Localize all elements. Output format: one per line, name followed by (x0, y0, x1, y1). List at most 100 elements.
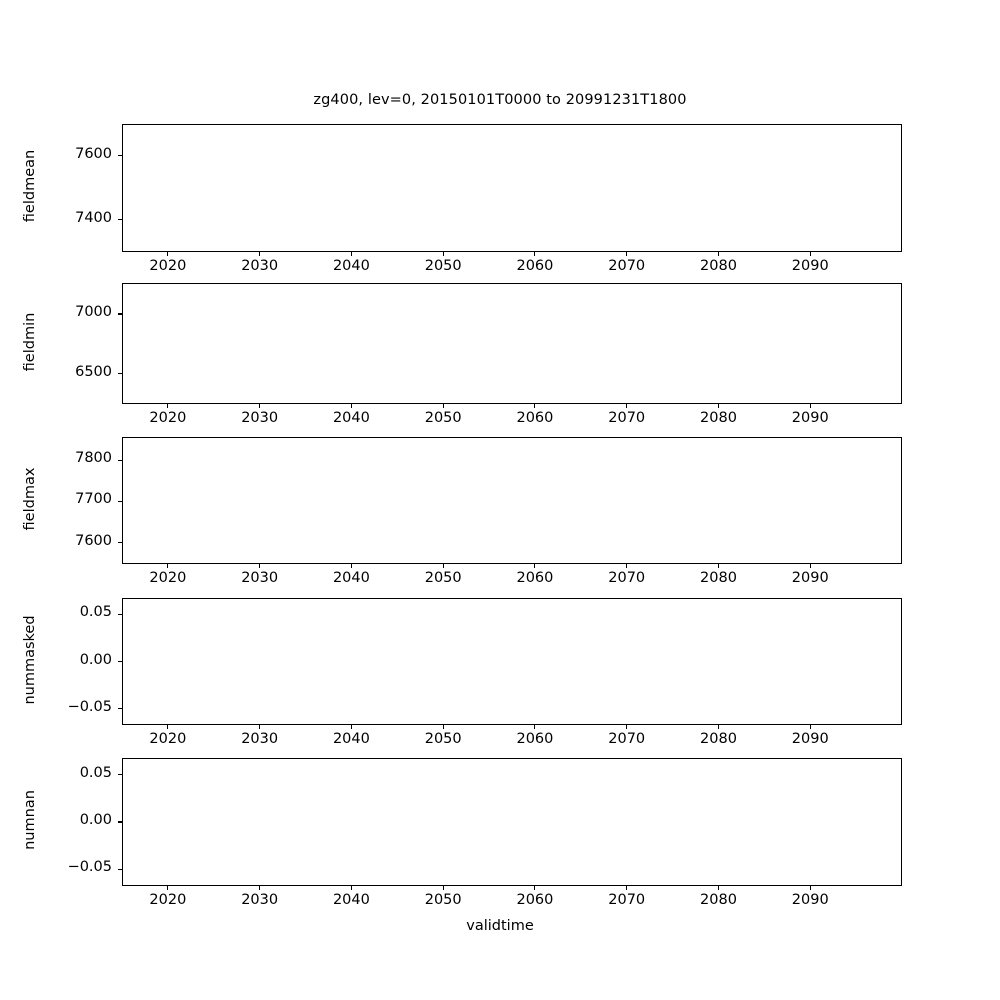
x-tickmark-fieldmean-7 (809, 252, 811, 256)
x-tick-label-numnan-7: 2090 (791, 892, 829, 908)
y-tickmark-numnan-1 (118, 821, 122, 823)
x-tick-label-numnan-4: 2060 (516, 892, 554, 908)
x-tickmark-numnan-6 (717, 886, 719, 890)
x-tickmark-fieldmax-5 (626, 564, 628, 568)
x-tick-label-nummasked-7: 2090 (791, 731, 829, 747)
x-tickmark-fieldmax-4 (534, 564, 536, 568)
plot-area-numnan (122, 758, 902, 886)
x-tick-label-fieldmean-7: 2090 (791, 258, 829, 274)
x-tick-label-fieldmax-0: 2020 (149, 570, 187, 586)
x-tick-label-fieldmin-2: 2040 (332, 410, 370, 426)
x-tick-label-nummasked-2: 2040 (332, 731, 370, 747)
y-tickmark-numnan-0 (118, 868, 122, 870)
x-tickmark-fieldmin-6 (717, 404, 719, 408)
x-tickmark-fieldmax-0 (167, 564, 169, 568)
x-tick-label-numnan-5: 2070 (608, 892, 646, 908)
x-tick-label-numnan-2: 2040 (332, 892, 370, 908)
x-tick-label-fieldmean-6: 2080 (700, 258, 737, 274)
x-tickmark-fieldmin-7 (809, 404, 811, 408)
y-axis-label-numnan: numnan (22, 790, 38, 850)
x-tickmark-fieldmean-0 (167, 252, 169, 256)
x-tickmark-fieldmean-4 (534, 252, 536, 256)
x-tick-label-fieldmin-5: 2070 (608, 410, 646, 426)
x-tickmark-numnan-1 (259, 886, 261, 890)
y-tick-label-fieldmean-0: 7400 (75, 209, 112, 226)
y-tick-label-fieldmin-0: 6500 (75, 363, 112, 380)
x-tickmark-nummasked-4 (534, 725, 536, 729)
x-tick-label-fieldmean-3: 2050 (424, 258, 462, 274)
y-tick-label-fieldmean-1: 7600 (75, 145, 112, 162)
x-tickmark-nummasked-1 (259, 725, 261, 729)
y-tickmark-fieldmax-1 (118, 500, 122, 502)
x-tickmark-nummasked-0 (167, 725, 169, 729)
x-tick-label-numnan-0: 2020 (149, 892, 187, 908)
x-tick-label-numnan-6: 2080 (700, 892, 737, 908)
figure-title: zg400, lev=0, 20150101T0000 to 20991231T… (313, 92, 687, 108)
plot-area-fieldmin (122, 283, 902, 404)
x-tick-label-fieldmax-6: 2080 (700, 570, 737, 586)
x-tick-label-numnan-3: 2050 (424, 892, 462, 908)
y-tick-label-fieldmax-2: 7800 (75, 450, 112, 467)
x-tickmark-fieldmin-2 (350, 404, 352, 408)
x-tickmark-fieldmax-1 (259, 564, 261, 568)
data-line-fieldmax (122, 448, 902, 560)
x-tick-label-fieldmean-1: 2030 (241, 258, 279, 274)
y-tickmark-nummasked-0 (118, 707, 122, 710)
y-tick-label-fieldmax-1: 7700 (75, 491, 112, 508)
data-line-fieldmean (122, 124, 902, 245)
y-tick-label-nummasked-1: 0.00 (79, 651, 112, 668)
x-tickmark-fieldmean-3 (442, 252, 444, 256)
x-tickmark-fieldmin-3 (442, 404, 444, 408)
x-tickmark-fieldmax-3 (442, 564, 444, 568)
y-tickmark-fieldmax-2 (118, 459, 122, 461)
x-tickmark-fieldmean-6 (717, 252, 719, 256)
x-tick-label-fieldmin-4: 2060 (516, 410, 554, 426)
panel-fieldmean (122, 124, 902, 252)
y-tickmark-fieldmean-0 (118, 218, 122, 221)
x-tick-label-nummasked-0: 2020 (149, 731, 187, 747)
y-tickmark-nummasked-2 (118, 613, 122, 615)
x-tickmark-fieldmean-2 (350, 252, 352, 256)
x-tickmark-fieldmax-6 (717, 564, 719, 568)
x-tick-label-nummasked-1: 2030 (241, 731, 279, 747)
x-tick-label-nummasked-4: 2060 (516, 731, 554, 747)
y-tick-label-fieldmin-1: 7000 (75, 303, 112, 320)
y-tick-label-numnan-2: 0.05 (79, 764, 112, 781)
x-tick-label-numnan-1: 2030 (241, 892, 279, 908)
x-tickmark-nummasked-7 (809, 725, 811, 729)
y-tick-label-nummasked-0: −0.05 (67, 698, 112, 715)
x-tickmark-nummasked-6 (717, 725, 719, 729)
x-tickmark-numnan-7 (809, 886, 811, 890)
x-tick-label-fieldmean-2: 2040 (332, 258, 370, 274)
y-tickmark-fieldmean-1 (118, 155, 122, 157)
x-tickmark-numnan-0 (167, 886, 169, 890)
y-tickmark-fieldmin-0 (118, 373, 122, 375)
y-tick-label-numnan-1: 0.00 (79, 812, 112, 828)
x-tickmark-fieldmean-1 (259, 252, 261, 256)
panel-fieldmax (122, 437, 902, 564)
x-tickmark-nummasked-2 (350, 725, 352, 729)
x-tick-label-fieldmin-0: 2020 (149, 410, 187, 426)
plot-area-fieldmax (122, 437, 902, 564)
x-tick-label-fieldmax-4: 2060 (516, 570, 554, 586)
x-tickmark-numnan-2 (350, 886, 352, 890)
y-tickmark-numnan-2 (118, 774, 122, 776)
y-tick-label-nummasked-2: 0.05 (79, 604, 112, 621)
y-tickmark-fieldmax-0 (118, 542, 122, 544)
x-tick-label-fieldmax-3: 2050 (424, 570, 462, 586)
x-tick-label-fieldmax-2: 2040 (332, 570, 370, 586)
x-tickmark-nummasked-3 (442, 725, 444, 729)
x-tick-label-fieldmin-7: 2090 (791, 410, 829, 426)
data-line-fieldmin (122, 289, 902, 402)
plot-area-nummasked (122, 598, 902, 725)
x-tickmark-fieldmin-5 (626, 404, 628, 408)
x-tick-label-fieldmax-1: 2030 (241, 570, 279, 586)
x-tickmark-fieldmin-0 (167, 404, 169, 408)
x-tick-label-fieldmin-6: 2080 (700, 410, 737, 426)
x-tickmark-nummasked-5 (626, 725, 628, 729)
x-tick-label-fieldmean-0: 2020 (149, 258, 187, 274)
x-tickmark-fieldmin-1 (259, 404, 261, 408)
x-tick-label-fieldmean-4: 2060 (516, 258, 554, 274)
x-tickmark-fieldmax-7 (809, 564, 811, 568)
